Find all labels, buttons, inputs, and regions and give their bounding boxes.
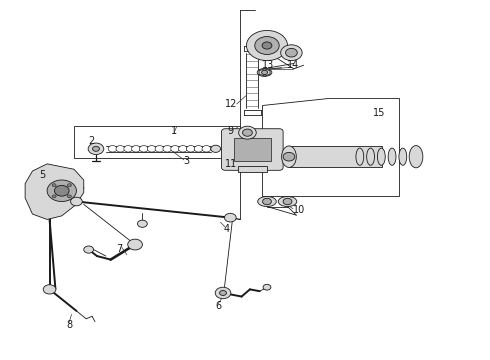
Circle shape [68,195,72,198]
Circle shape [124,145,133,152]
Circle shape [178,145,187,152]
Text: 2: 2 [88,136,94,146]
Circle shape [186,145,195,152]
Bar [289,146,382,167]
Circle shape [47,180,76,202]
Circle shape [71,197,82,206]
Circle shape [132,145,141,152]
Circle shape [215,287,231,299]
Circle shape [140,145,148,152]
Circle shape [43,285,56,294]
Circle shape [239,126,256,139]
Text: 12: 12 [225,99,238,109]
Circle shape [194,145,203,152]
Text: 13: 13 [262,60,274,70]
Text: 6: 6 [215,301,221,311]
FancyBboxPatch shape [221,129,283,170]
Ellipse shape [258,197,276,207]
Ellipse shape [257,68,272,76]
Ellipse shape [282,146,296,167]
Circle shape [116,145,125,152]
Circle shape [202,145,211,152]
Circle shape [93,146,99,151]
Text: 7: 7 [116,244,122,254]
Ellipse shape [409,145,423,168]
Polygon shape [259,69,270,76]
Circle shape [243,129,252,136]
Text: 5: 5 [39,170,46,180]
Circle shape [224,213,236,222]
Bar [238,166,267,172]
Circle shape [147,145,156,152]
Circle shape [283,198,292,205]
Circle shape [262,70,268,75]
Ellipse shape [388,148,396,165]
Circle shape [68,184,72,186]
Circle shape [171,145,179,152]
Text: 1: 1 [171,126,177,135]
Circle shape [138,220,147,227]
Text: 15: 15 [373,108,386,118]
Circle shape [246,31,288,60]
Circle shape [262,42,272,49]
Circle shape [255,37,279,54]
Text: 8: 8 [66,320,72,330]
Circle shape [163,145,172,152]
Ellipse shape [278,197,297,207]
Text: 11: 11 [225,159,238,169]
Text: 9: 9 [227,126,233,135]
Text: 4: 4 [224,225,230,234]
Circle shape [52,184,56,186]
Circle shape [263,284,271,290]
Polygon shape [25,164,84,220]
Circle shape [263,198,271,205]
Ellipse shape [211,145,220,152]
Text: 10: 10 [293,206,305,216]
Circle shape [88,143,104,154]
Ellipse shape [399,148,407,165]
Circle shape [52,195,56,198]
Circle shape [84,246,94,253]
Circle shape [155,145,164,152]
Circle shape [54,185,69,196]
Text: 3: 3 [183,156,190,166]
Circle shape [128,239,143,250]
Circle shape [283,152,295,161]
Circle shape [281,45,302,60]
Polygon shape [74,126,240,158]
Text: 14: 14 [287,60,299,70]
Ellipse shape [377,148,385,165]
Circle shape [286,48,297,57]
Ellipse shape [367,148,374,165]
Polygon shape [262,98,399,196]
Ellipse shape [356,148,364,165]
Circle shape [108,145,117,152]
Circle shape [220,291,226,296]
Bar [234,138,271,161]
